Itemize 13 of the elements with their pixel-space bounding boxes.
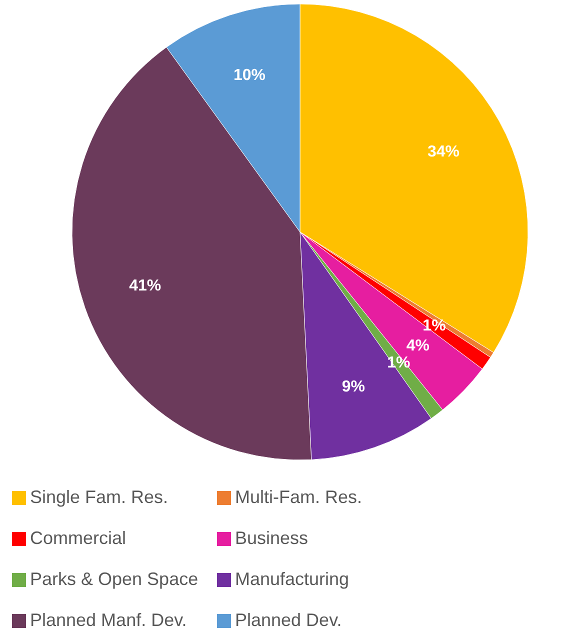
data-label: 34%: [428, 144, 460, 161]
data-label: 10%: [233, 67, 266, 84]
legend-label: Planned Manf. Dev.: [30, 610, 187, 630]
legend-label: Planned Dev.: [235, 610, 342, 630]
legend-label: Single Fam. Res.: [30, 486, 168, 507]
data-label: 9%: [342, 378, 366, 396]
legend-label: Multi-Fam. Res.: [235, 486, 362, 507]
legend-label: Commercial: [30, 528, 126, 548]
legend-label: Manufacturing: [235, 568, 350, 589]
data-label: 4%: [406, 337, 430, 354]
legend-label: Business: [235, 528, 308, 548]
data-label: 41%: [129, 278, 162, 295]
legend-label: Parks & Open Space: [30, 568, 198, 589]
